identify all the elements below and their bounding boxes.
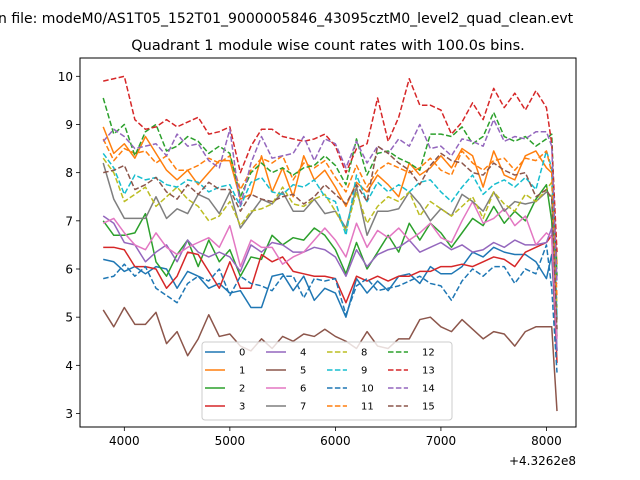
series-line-10 xyxy=(103,244,558,373)
series-line-6 xyxy=(102,200,558,339)
legend-label-15: 15 xyxy=(422,402,435,413)
x-tick-label: 8000 xyxy=(531,434,562,448)
series-line-13 xyxy=(103,75,558,253)
x-axis: 4000 5000 6000 7000 8000 xyxy=(109,427,562,448)
series-line-2 xyxy=(102,183,558,337)
series-line-4 xyxy=(102,215,558,351)
legend-label-2: 2 xyxy=(239,384,245,395)
series-line-9 xyxy=(102,150,558,318)
legend-label-6: 6 xyxy=(300,384,306,395)
y-tick-label: 10 xyxy=(58,70,73,84)
legend-label-13: 13 xyxy=(422,366,435,377)
series-line-14 xyxy=(102,118,558,284)
y-tick-label: 9 xyxy=(65,118,73,132)
series-line-5 xyxy=(102,306,558,412)
legend-label-8: 8 xyxy=(361,348,367,359)
series-line-8 xyxy=(102,157,558,308)
x-offset-label: +4.3262e8 xyxy=(509,454,576,468)
y-tick-label: 6 xyxy=(65,262,73,276)
x-tick-label: 7000 xyxy=(426,434,457,448)
chart-title: Quadrant 1 module wise count rates with … xyxy=(131,38,525,54)
legend-label-0: 0 xyxy=(239,348,245,359)
legend-label-4: 4 xyxy=(300,348,306,359)
legend-label-3: 3 xyxy=(239,402,245,413)
plot-series-group xyxy=(102,75,558,412)
series-line-7 xyxy=(102,162,558,320)
series-line-15 xyxy=(103,145,558,330)
legend-label-14: 14 xyxy=(422,384,435,395)
x-tick-label: 4000 xyxy=(109,434,140,448)
series-line-12 xyxy=(102,97,558,277)
chart-suptitle: n file: modeM0/AS1T05_152T01_9000005846_… xyxy=(0,11,574,27)
legend-frame xyxy=(201,341,453,421)
legend-label-10: 10 xyxy=(361,384,374,395)
legend-label-11: 11 xyxy=(361,402,374,413)
axes-frame xyxy=(79,57,577,428)
series-line-11 xyxy=(102,138,558,298)
y-tick-label: 7 xyxy=(65,214,73,228)
legend-label-9: 9 xyxy=(361,366,367,377)
y-tick-label: 4 xyxy=(65,359,73,373)
y-axis: 3 4 5 6 7 8 9 10 xyxy=(58,70,80,421)
legend-label-5: 5 xyxy=(300,366,306,377)
legend-label-7: 7 xyxy=(300,402,306,413)
series-line-0 xyxy=(103,246,558,351)
x-tick-label: 5000 xyxy=(215,434,246,448)
y-tick-label: 3 xyxy=(65,407,73,421)
y-tick-label: 5 xyxy=(65,311,73,325)
x-tick-label: 6000 xyxy=(320,434,351,448)
y-tick-label: 8 xyxy=(65,166,73,180)
legend-label-12: 12 xyxy=(422,348,435,359)
legend-label-1: 1 xyxy=(239,366,245,377)
